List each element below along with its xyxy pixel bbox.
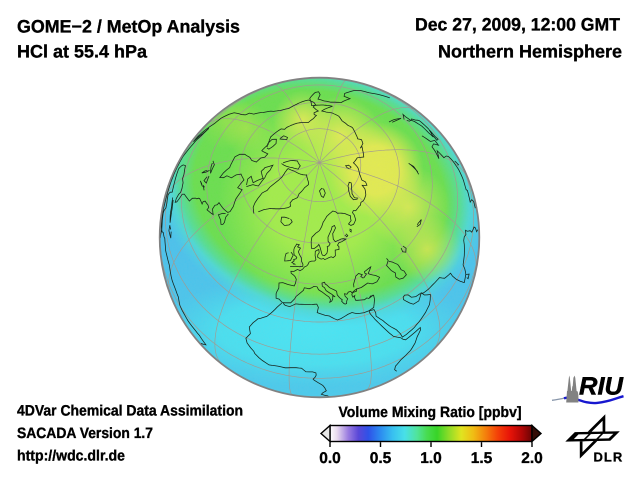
svg-text:0.0: 0.0 xyxy=(319,450,341,467)
svg-text:GOME−2 / MetOp Analysis: GOME−2 / MetOp Analysis xyxy=(17,17,240,37)
svg-text:1.0: 1.0 xyxy=(420,450,442,467)
svg-text:RIU: RIU xyxy=(579,373,624,401)
svg-text:Dec 27, 2009, 12:00 GMT: Dec 27, 2009, 12:00 GMT xyxy=(415,15,620,35)
svg-text:Volume Mixing Ratio [ppbv]: Volume Mixing Ratio [ppbv] xyxy=(339,404,522,421)
svg-text:2.0: 2.0 xyxy=(521,450,543,467)
svg-text:SACADA Version 1.7: SACADA Version 1.7 xyxy=(17,425,153,442)
svg-text:http://wdc.dlr.de: http://wdc.dlr.de xyxy=(17,448,125,465)
svg-text:4DVar Chemical Data Assimilati: 4DVar Chemical Data Assimilation xyxy=(17,403,243,420)
svg-text:1.5: 1.5 xyxy=(471,450,493,467)
svg-text:HCl at 55.4 hPa: HCl at 55.4 hPa xyxy=(17,42,148,62)
svg-text:DLR: DLR xyxy=(594,450,624,465)
svg-text:0.5: 0.5 xyxy=(370,450,392,467)
svg-text:Northern Hemisphere: Northern Hemisphere xyxy=(438,42,622,62)
